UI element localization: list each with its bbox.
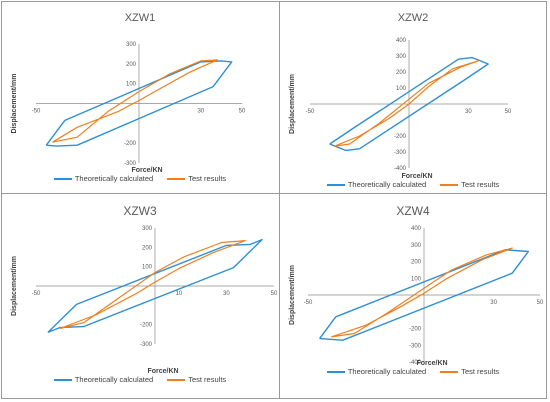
series-line-test xyxy=(52,59,218,143)
figure-divider-vertical xyxy=(279,1,280,399)
chart-legend: Theoretically calculated Test results xyxy=(2,174,278,183)
legend-item: Test results xyxy=(440,180,499,189)
y-tick-label: -300 xyxy=(140,342,153,348)
x-tick-label: 50 xyxy=(271,291,278,297)
y-tick-label: -200 xyxy=(409,327,422,333)
x-tick-label: 50 xyxy=(239,109,246,115)
chart-plot: -50 10 30 50 300 200 100 -200 -300 Force/KN Displa… xyxy=(11,226,278,375)
y-tick-label: 100 xyxy=(142,265,153,271)
legend-label: Test results xyxy=(188,174,227,183)
legend-swatch xyxy=(167,177,186,180)
legend-swatch xyxy=(326,183,345,186)
legend-label: Theoretically calculated xyxy=(74,174,154,183)
series-line-theoretical xyxy=(319,249,530,341)
y-tick-label: 100 xyxy=(396,86,407,92)
chart-legend: Theoretically calculated Test results xyxy=(280,367,546,376)
y-axis-label: Displacement/mm xyxy=(289,74,296,134)
y-tick-label: 400 xyxy=(396,38,407,44)
y-tick-label: -200 xyxy=(140,323,153,329)
series-line-theoretical xyxy=(329,56,489,152)
y-axis-label: Displacement/mm xyxy=(11,74,18,134)
x-axis-label: Force/KN xyxy=(416,360,447,367)
x-tick-label: 50 xyxy=(505,109,512,115)
y-tick-label: 300 xyxy=(126,42,137,48)
x-tick-label: 10 xyxy=(175,291,182,297)
legend-swatch xyxy=(440,370,459,373)
y-tick-label: 100 xyxy=(126,82,137,88)
legend-item: Theoretically calculated xyxy=(53,174,154,183)
chart-panel-xzw3: XZW3 -50 10 30 50 300 200 100 -200 -300 Force/KN Di… xyxy=(2,194,278,398)
x-tick-label: 30 xyxy=(465,109,472,115)
chart-panel-xzw2: XZW2 -50 30 50 400 300 200 100 -200 -300 -400 Force… xyxy=(280,2,546,192)
y-tick-label: 100 xyxy=(411,276,422,282)
y-tick-label: 300 xyxy=(396,54,407,60)
legend-label: Test results xyxy=(461,180,500,189)
legend-item: Test results xyxy=(167,375,226,384)
y-tick-label: -300 xyxy=(124,161,137,167)
series-line-test xyxy=(331,247,513,338)
x-tick-label: 30 xyxy=(223,291,230,297)
chart-title: XZW2 xyxy=(397,12,429,24)
chart-panel-xzw1: XZW1 -50 30 50 300 200 100 -200 -300 Force/KN Disp… xyxy=(2,2,278,192)
series-line-test xyxy=(59,240,246,330)
series-line-theoretical xyxy=(47,238,263,334)
y-tick-label: -400 xyxy=(394,166,407,172)
y-tick-label: -200 xyxy=(124,141,137,147)
legend-item: Test results xyxy=(167,174,226,183)
legend-swatch xyxy=(326,370,345,373)
chart-legend: Theoretically calculated Test results xyxy=(2,375,278,384)
legend-item: Test results xyxy=(440,367,499,376)
x-axis-label: Force/KN xyxy=(147,368,178,375)
y-tick-label: -400 xyxy=(409,360,422,366)
x-tick-label: 30 xyxy=(197,109,204,115)
x-tick-label: 30 xyxy=(490,300,497,306)
chart-legend: Theoretically calculated Test results xyxy=(280,180,546,189)
legend-item: Theoretically calculated xyxy=(326,367,427,376)
x-tick-label: 50 xyxy=(537,300,544,306)
y-tick-label: 200 xyxy=(142,245,153,251)
x-tick-label: -50 xyxy=(32,291,41,297)
legend-label: Theoretically calculated xyxy=(347,367,427,376)
y-tick-label: -300 xyxy=(394,150,407,156)
legend-swatch xyxy=(440,183,459,186)
figure-divider-horizontal xyxy=(1,193,547,194)
x-axis-label: Force/KN xyxy=(131,167,162,174)
y-axis-label: Displacement/mm xyxy=(11,256,18,316)
series-line-theoretical xyxy=(45,60,233,147)
chart-title: XZW3 xyxy=(123,204,157,218)
y-tick-label: 400 xyxy=(411,226,422,232)
y-tick-label: -200 xyxy=(394,134,407,140)
y-tick-label: 200 xyxy=(396,70,407,76)
legend-label: Test results xyxy=(461,367,500,376)
legend-swatch xyxy=(53,378,72,381)
y-axis-label: Displacement/mm xyxy=(289,265,296,325)
legend-swatch xyxy=(53,177,72,180)
x-tick-label: -50 xyxy=(32,109,41,115)
legend-item: Theoretically calculated xyxy=(326,180,427,189)
y-tick-label: 200 xyxy=(126,62,137,68)
chart-title: XZW1 xyxy=(124,12,156,24)
y-tick-label: 300 xyxy=(411,243,422,249)
x-tick-label: -50 xyxy=(304,300,313,306)
legend-item: Theoretically calculated xyxy=(53,375,154,384)
chart-title: XZW4 xyxy=(396,204,430,218)
chart-panel-xzw4: XZW4 -50 30 50 400 300 200 100 -200 -300 -400 Force… xyxy=(280,194,546,398)
y-tick-label: 300 xyxy=(142,226,153,232)
y-tick-label: -300 xyxy=(409,343,422,349)
series-line-test xyxy=(333,60,479,147)
legend-label: Theoretically calculated xyxy=(347,180,427,189)
legend-label: Test results xyxy=(188,375,227,384)
x-axis-label: Force/KN xyxy=(401,173,432,180)
legend-label: Theoretically calculated xyxy=(74,375,154,384)
y-tick-label: 200 xyxy=(411,260,422,266)
x-tick-label: -50 xyxy=(306,109,315,115)
legend-swatch xyxy=(167,378,186,381)
